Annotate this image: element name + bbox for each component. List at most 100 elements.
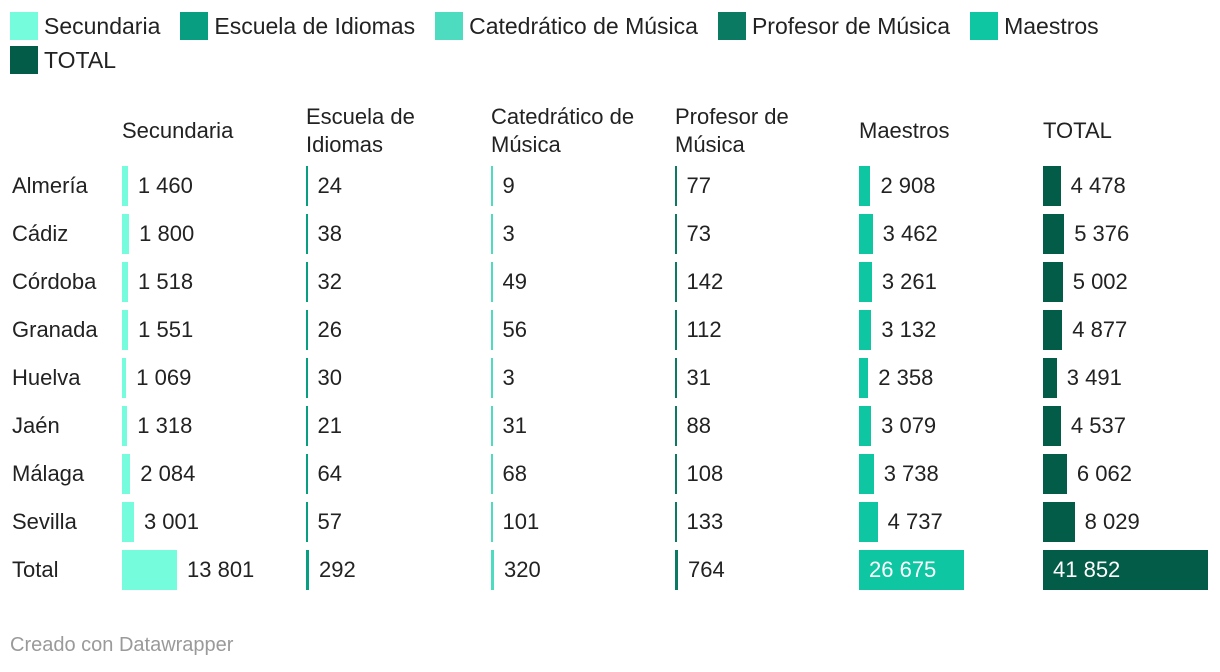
value-label: 142: [686, 269, 724, 294]
table-row: Málaga 2 084 64 68 108 3 738 6 062: [0, 450, 1220, 498]
data-cell: 3 132: [859, 306, 1043, 354]
legend-label: Maestros: [1004, 12, 1099, 39]
data-cell: 2 358: [859, 354, 1043, 402]
row-label: Granada: [12, 317, 98, 342]
value-label: 6 062: [1076, 461, 1132, 486]
bar-mark: [122, 358, 127, 398]
bar-mark: [859, 214, 873, 254]
data-cell: 4 537: [1043, 402, 1220, 450]
value-label: 2 084: [140, 461, 196, 486]
value-label: 57: [317, 509, 342, 534]
data-cell: 3 491: [1043, 354, 1220, 402]
column-header: TOTAL: [1043, 118, 1112, 143]
value-label: 32: [317, 269, 342, 294]
data-cell: 1 551: [122, 306, 306, 354]
table-row: Sevilla 3 001 57 101 133 4 737 8 029: [0, 498, 1220, 546]
column-header: Profesor de Música: [675, 104, 789, 157]
bar-mark: [491, 502, 493, 542]
legend-item: Secundaria: [10, 12, 160, 40]
legend-swatch: [180, 12, 209, 40]
bar-mark: [491, 214, 493, 254]
legend-item: Maestros: [970, 12, 1099, 40]
bar-mark: [122, 502, 134, 542]
table-row: Total 13 801 292 320 764 26 675 41 852: [0, 546, 1220, 594]
data-cell: 41 852: [1043, 546, 1220, 594]
data-cell: 8 029: [1043, 498, 1220, 546]
data-cell: 4 877: [1043, 306, 1220, 354]
bar-mark: [1043, 502, 1075, 542]
bar-mark: [122, 454, 131, 494]
table-body: Almería 1 460 24 9 77 2 908 4 478 Cádiz 1 800 38 3…: [0, 162, 1220, 594]
data-cell: 112: [675, 306, 859, 354]
value-label: 26 675: [869, 557, 937, 582]
data-cell: 26 675: [859, 546, 1043, 594]
legend-swatch: [970, 12, 999, 40]
data-cell: 30: [306, 354, 491, 402]
data-cell: 1 069: [122, 354, 306, 402]
table-row: Córdoba 1 518 32 49 142 3 261 5 002: [0, 258, 1220, 306]
data-cell: 13 801: [122, 546, 306, 594]
legend-item: TOTAL: [10, 46, 116, 74]
table-row: Granada 1 551 26 56 112 3 132 4 877: [0, 306, 1220, 354]
value-label: 3 491: [1066, 365, 1122, 390]
value-label: 3: [502, 221, 515, 246]
data-table: Secundaria Escuela de Idiomas Catedrático …: [0, 100, 1220, 594]
data-cell: 73: [675, 210, 859, 258]
bar-mark: [1043, 166, 1061, 206]
bar-mark: [859, 406, 872, 446]
row-label: Total: [12, 557, 59, 582]
data-cell: 5 002: [1043, 258, 1220, 306]
data-cell: 5 376: [1043, 210, 1220, 258]
legend-swatch: [717, 12, 746, 40]
value-label: 41 852: [1053, 557, 1121, 582]
value-label: 68: [502, 461, 527, 486]
row-label: Almería: [12, 173, 88, 198]
bar-mark: [122, 166, 128, 206]
bar-mark: [675, 406, 677, 446]
bar-mark: [122, 406, 128, 446]
value-label: 21: [317, 413, 342, 438]
legend-swatch: [435, 12, 464, 40]
value-label: 320: [504, 557, 541, 582]
data-cell: 32: [306, 258, 491, 306]
data-cell: 320: [491, 546, 675, 594]
value-label: 3: [502, 365, 515, 390]
value-label: 4 737: [887, 509, 943, 534]
data-cell: 3 079: [859, 402, 1043, 450]
data-cell: 3 738: [859, 450, 1043, 498]
value-label: 4 478: [1070, 173, 1126, 198]
value-label: 38: [317, 221, 342, 246]
legend-swatch: [10, 46, 38, 74]
bar-mark: [306, 310, 308, 350]
value-label: 49: [502, 269, 527, 294]
header-row: Secundaria Escuela de Idiomas Catedrático …: [0, 100, 1220, 162]
legend-label: Catedrático de Música: [469, 12, 698, 39]
data-cell: 1 318: [122, 402, 306, 450]
table-row: Cádiz 1 800 38 3 73 3 462 5 376: [0, 210, 1220, 258]
data-cell: 56: [491, 306, 675, 354]
bar-mark: [859, 358, 869, 398]
data-cell: 3 261: [859, 258, 1043, 306]
bar-mark: [306, 454, 308, 494]
value-label: 1 551: [138, 317, 194, 342]
value-label: 64: [317, 461, 342, 486]
data-cell: 6 062: [1043, 450, 1220, 498]
value-label: 9: [502, 173, 515, 198]
value-label: 3 001: [143, 509, 200, 534]
value-label: 3 132: [881, 317, 937, 342]
legend-label: Secundaria: [44, 12, 161, 39]
value-label: 1 460: [137, 173, 193, 198]
value-label: 2 908: [880, 173, 936, 198]
bar-mark: [675, 214, 677, 254]
value-label: 88: [686, 413, 711, 438]
legend-label: Profesor de Música: [751, 12, 951, 39]
bar-mark: [491, 262, 493, 302]
value-label: 1 518: [138, 269, 194, 294]
table-row: Almería 1 460 24 9 77 2 908 4 478: [0, 162, 1220, 210]
data-cell: 26: [306, 306, 491, 354]
data-cell: 764: [675, 546, 859, 594]
bar-mark: [491, 166, 493, 206]
value-label: 24: [317, 173, 342, 198]
data-cell: 68: [491, 450, 675, 498]
data-cell: 133: [675, 498, 859, 546]
